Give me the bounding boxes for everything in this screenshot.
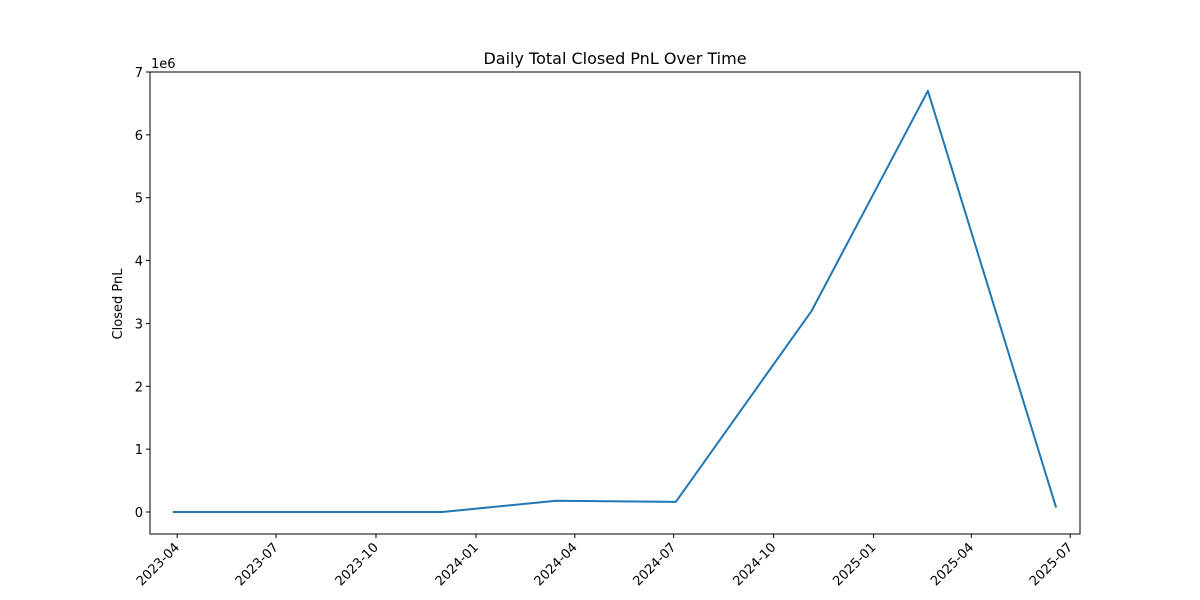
x-tick-label: 2024-01 — [433, 540, 482, 589]
series-line-0 — [172, 89, 1058, 513]
y-offset-label: 1e6 — [151, 57, 176, 72]
x-tick-label: 2025-04 — [928, 540, 977, 589]
y-tick-label: 3 — [135, 317, 143, 332]
x-tick-label: 2023-07 — [233, 540, 282, 589]
y-tick-label: 6 — [135, 129, 143, 144]
x-axis: 2023-04 2023-07 2023-10 2024-01 2024-04 2024-… — [134, 534, 1076, 589]
series-layer — [172, 89, 1058, 513]
y-tick-label: 5 — [135, 192, 143, 207]
y-tick-label: 2 — [135, 380, 143, 395]
y-tick-label: 1 — [135, 443, 143, 458]
y-tick-label: 7 — [135, 66, 143, 81]
chart-title: Daily Total Closed PnL Over Time — [483, 49, 746, 68]
x-tick-label: 2023-04 — [134, 540, 183, 589]
x-tick-label: 2025-07 — [1027, 540, 1076, 589]
x-tick-label: 2025-01 — [830, 540, 879, 589]
y-tick-label: 0 — [135, 506, 143, 521]
x-tick-label: 2024-07 — [630, 540, 679, 589]
y-axis-label: Closed PnL — [111, 268, 126, 340]
x-tick-label: 2024-10 — [730, 540, 779, 589]
y-axis: 0 1 2 3 4 5 6 7 — [135, 66, 150, 521]
plot-frame — [149, 71, 1081, 535]
x-tick-label: 2024-04 — [532, 540, 581, 589]
x-tick-label: 2023-10 — [333, 540, 382, 589]
y-tick-label: 4 — [135, 255, 143, 270]
